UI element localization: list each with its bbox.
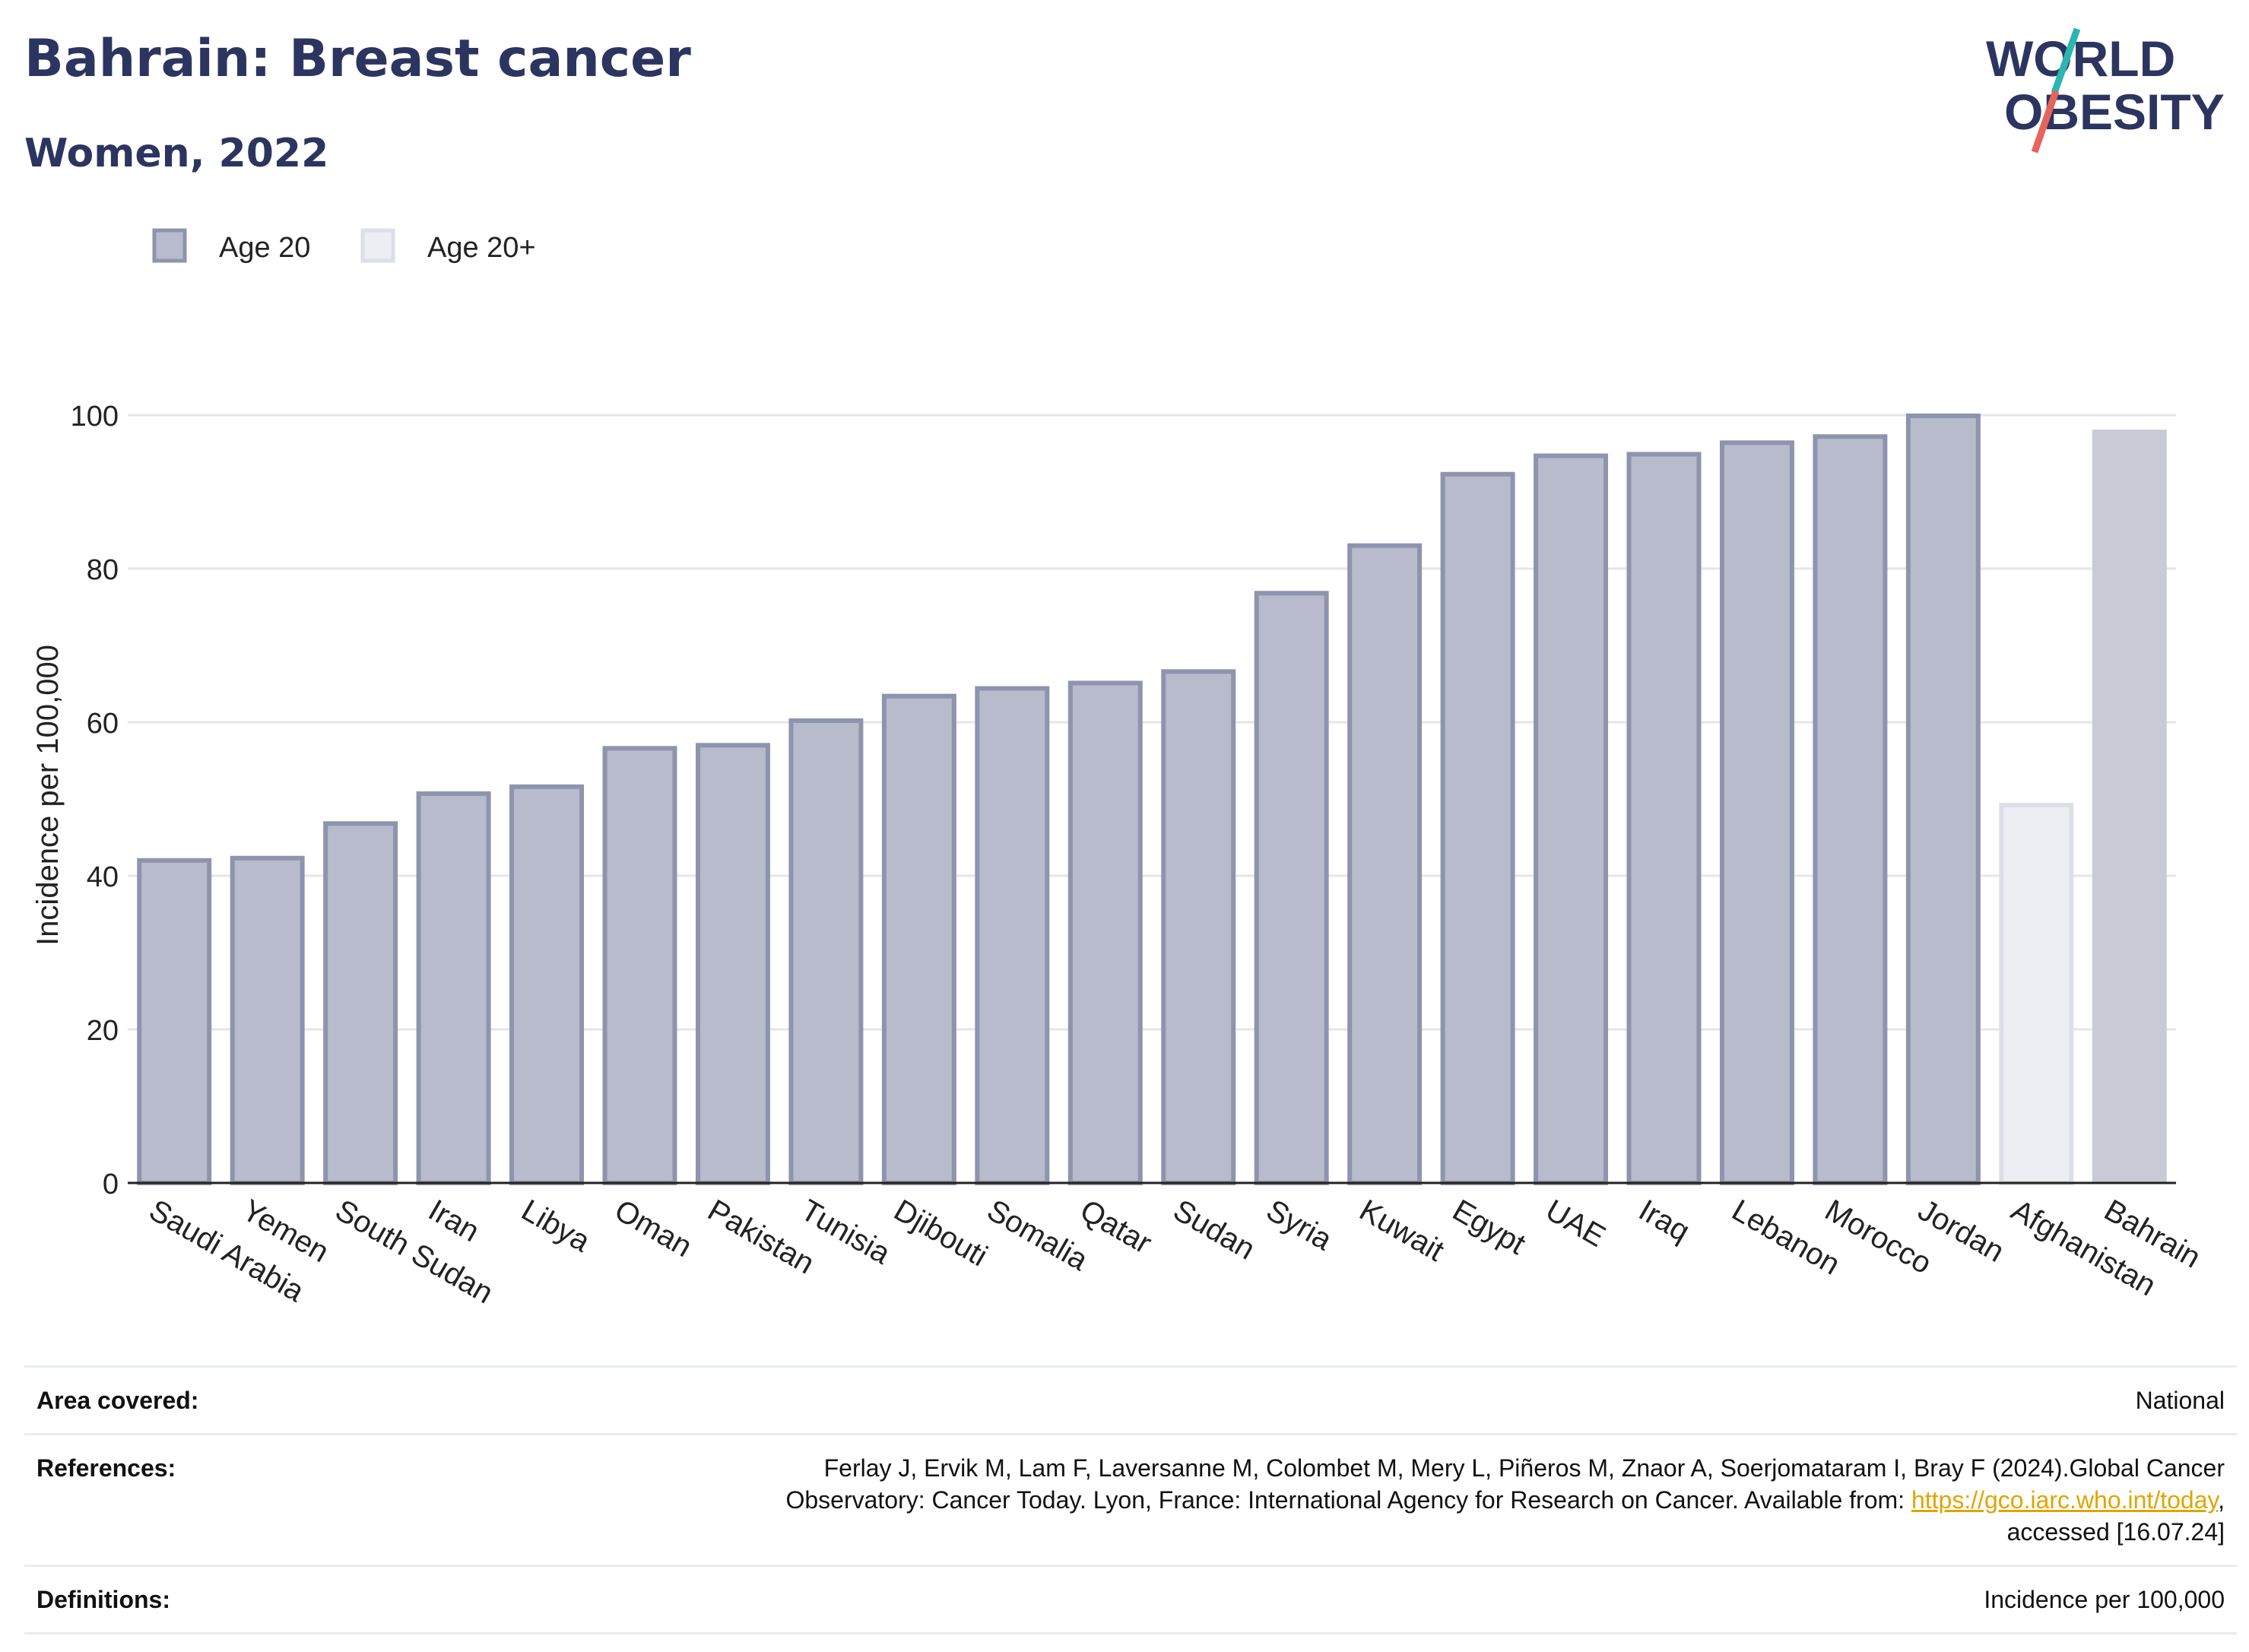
bar-qatar (1067, 680, 1143, 1185)
x-tick-label: Iraq (1633, 1194, 1695, 1249)
x-tick-label: Libya (516, 1194, 596, 1259)
bar-pakistan (695, 743, 770, 1185)
legend-swatch (360, 228, 395, 263)
x-tick-label: Syria (1261, 1194, 1338, 1257)
y-tick-label: 60 (87, 708, 119, 740)
bar-kuwait (1347, 543, 1423, 1185)
bar-somalia (975, 686, 1050, 1185)
x-tick-label: Somalia (982, 1194, 1094, 1278)
x-tick-label: Djibouti (888, 1194, 993, 1273)
bar-bahrain (2092, 430, 2167, 1183)
bar-lebanon (1719, 440, 1794, 1185)
legend-swatch (152, 228, 187, 263)
bar-oman (602, 746, 677, 1185)
y-tick-label: 0 (103, 1168, 119, 1200)
references-value: Ferlay J, Ervik M, Lam F, Laversanne M, … (505, 1433, 2237, 1566)
logo-line-1: WORLD (1986, 30, 2175, 87)
y-tick-label: 100 (71, 401, 119, 433)
bar-iraq (1626, 452, 1702, 1185)
references-text-4: accessed [16.07.24] (2006, 1518, 2225, 1546)
info-table: Area covered: National References: Ferla… (24, 1365, 2237, 1635)
bars (137, 413, 2167, 1186)
x-tick-label: Oman (609, 1194, 697, 1264)
bar-yemen (230, 855, 305, 1185)
logo-accent-coral (2031, 90, 2060, 154)
y-tick-labels: 0 20 40 60 80 100 (71, 401, 119, 1200)
references-label: References: (24, 1433, 505, 1566)
world-obesity-logo: WORLD OBESITY (1986, 27, 2225, 154)
x-tick-label: Iran (423, 1194, 485, 1249)
info-row-definitions: Definitions: Incidence per 100,000 (24, 1565, 2237, 1635)
bar-saudi-arabia (137, 858, 212, 1186)
bar-sudan (1161, 669, 1236, 1185)
bar-libya (509, 784, 585, 1186)
chart-subtitle: Women, 2022 (24, 131, 329, 176)
bar-djibouti (881, 693, 956, 1185)
bar-uae (1534, 453, 1609, 1185)
area-covered-value: National (505, 1365, 2237, 1435)
bar-syria (1254, 591, 1329, 1185)
legend-label: Age 20 (219, 232, 310, 264)
y-tick-label: 20 (87, 1015, 119, 1047)
x-tick-label: Morocco (1819, 1194, 1937, 1281)
area-covered-label: Area covered: (24, 1365, 505, 1435)
bar-tunisia (788, 718, 864, 1185)
bar-morocco (1813, 434, 1888, 1185)
chart-title: Bahrain: Breast cancer (24, 29, 691, 89)
y-tick-label: 40 (87, 861, 119, 893)
x-tick-label: Egypt (1447, 1194, 1531, 1261)
x-tick-label: Saudi Arabia (144, 1194, 310, 1309)
y-tick-label: 80 (87, 554, 119, 586)
bar-jordan (1905, 413, 1981, 1185)
x-tick-label: Pakistan (702, 1194, 820, 1281)
bar-egypt (1440, 471, 1515, 1185)
x-tick-label: Kuwait (1354, 1194, 1450, 1268)
definitions-label: Definitions: (24, 1565, 505, 1635)
bar-south-sudan (323, 821, 398, 1186)
references-text-3: , (2218, 1486, 2225, 1514)
bar-afghanistan (1999, 803, 2074, 1186)
bar-iran (416, 791, 491, 1185)
x-tick-label: UAE (1540, 1194, 1611, 1254)
legend-label: Age 20+ (427, 232, 536, 264)
chart-legend: Age 20 Age 20+ (152, 228, 536, 264)
references-link[interactable]: https://gco.iarc.who.int/today (1911, 1486, 2219, 1514)
y-axis-label: Incidence per 100,000 (31, 645, 65, 946)
info-row-references: References: Ferlay J, Ervik M, Lam F, La… (24, 1433, 2237, 1566)
definitions-value: Incidence per 100,000 (505, 1565, 2237, 1635)
x-tick-label: Sudan (1168, 1194, 1261, 1267)
info-row-area: Area covered: National (24, 1365, 2237, 1435)
references-text-1: Ferlay J, Ervik M, Lam F, Laversanne M, … (823, 1454, 2225, 1482)
x-tick-label: South Sudan (330, 1194, 499, 1311)
references-text-2: Observatory: Cancer Today. Lyon, France:… (785, 1486, 1911, 1514)
logo-accent-teal (2051, 27, 2081, 94)
